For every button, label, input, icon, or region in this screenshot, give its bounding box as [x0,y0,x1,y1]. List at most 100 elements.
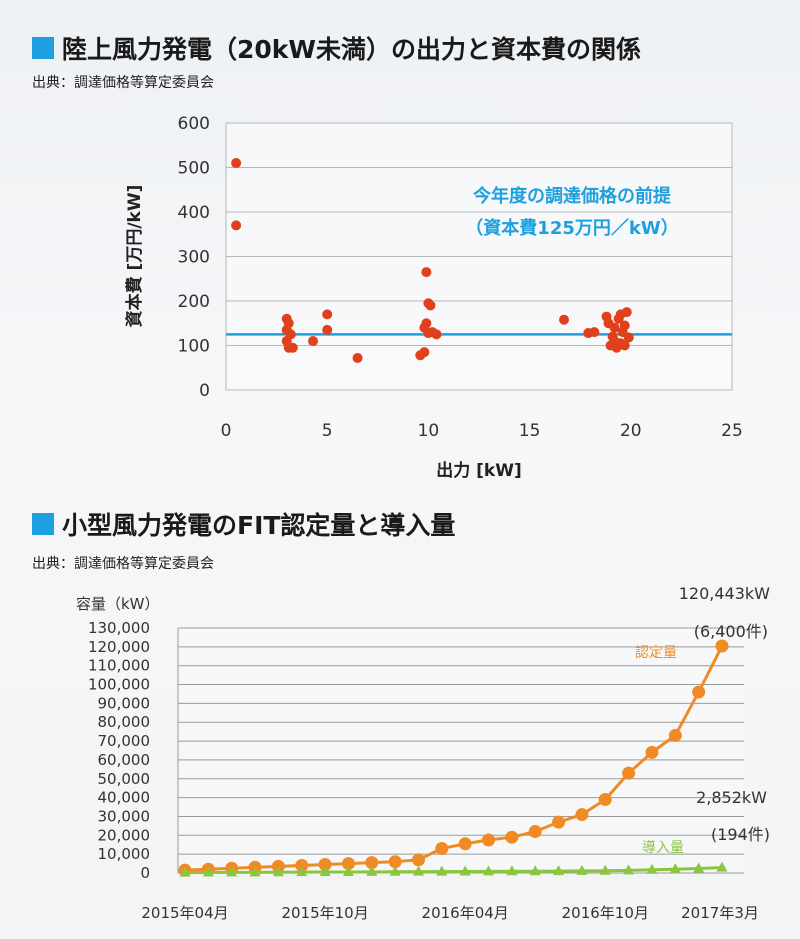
data-point [458,837,472,851]
y-tick-label: 70,000 [98,732,151,750]
x-tick-label: 20 [620,421,642,441]
x-tick-label: 0 [221,421,232,441]
x-tick-label: 25 [721,421,743,441]
data-point [366,865,378,876]
data-point [668,728,682,742]
scatter-point [421,267,432,278]
scatter-point [615,309,626,320]
data-point [389,865,401,876]
scatter-point [559,314,570,325]
scatter-point [419,347,430,358]
chart1-source: 出典：調達価格等算定委員会 [32,75,214,91]
title-square-icon [32,37,54,59]
scatter-point [352,352,363,363]
y-tick-label: 60,000 [98,751,151,769]
scatter-point [623,332,634,343]
y-tick-label: 0 [140,864,150,882]
scatter-point [619,320,630,331]
title-square-icon [32,513,54,535]
data-point [179,866,191,877]
data-point [459,865,471,876]
series2-name-label: 導入量 [642,840,684,856]
data-point [411,853,425,867]
chart2-title: 小型風力発電のFIT認定量と導入量 [32,506,455,542]
data-point [318,858,332,872]
data-point [692,685,706,699]
x-tick-label: 10 [418,421,440,441]
data-point [388,855,402,869]
data-point [599,864,611,875]
chart2-title-text: 小型風力発電のFIT認定量と導入量 [62,511,456,540]
x-tick-label: 2015年04月 [141,904,228,922]
data-point [365,856,379,870]
chart2-source: 出典：調達価格等算定委員会 [32,556,214,572]
chart1-title: 陸上風力発電（20kW未満）の出力と資本費の関係 [32,30,641,66]
data-point [552,815,566,829]
data-point [528,825,542,839]
y-tick-label: 50,000 [98,770,151,788]
y-tick-label: 20,000 [98,826,151,844]
data-point [576,864,588,875]
series1-name-label: 認定量 [635,645,677,661]
y-tick-label: 80,000 [98,713,151,731]
data-point [482,833,496,847]
data-point [669,863,681,874]
x-axis-label: 出力 [kW] [436,460,522,481]
data-point [272,866,284,877]
data-point [506,865,518,876]
data-point [646,863,658,874]
scatter-point [231,158,242,169]
x-tick-label: 2015年10月 [281,904,368,922]
y-tick-label: 130,000 [88,619,150,637]
scatter-point [308,336,319,347]
scatter-point [431,329,442,340]
series1-end-value-label: 120,443kW [679,584,770,603]
data-point [553,865,565,876]
y-tick-label: 40,000 [98,789,151,807]
series2-end-value-label: 2,852kW [696,788,767,807]
data-point [435,842,449,855]
data-point [319,866,331,877]
x-tick-label: 2016年10月 [562,904,649,922]
plot-area [178,628,744,873]
data-point [226,866,238,877]
x-tick-label: 5 [322,421,333,441]
y-tick-label: 100 [178,337,210,357]
data-point [693,862,705,873]
data-point [715,639,729,653]
reference-label: （資本費125万円／kW） [465,217,678,239]
y-tick-label: 30,000 [98,807,151,825]
data-point [623,864,635,875]
data-point [622,766,636,780]
y-tick-label: 90,000 [98,694,151,712]
data-point [249,866,261,877]
data-point [598,793,612,806]
y-tick-label: 400 [178,203,210,223]
scatter-point [609,322,620,333]
y-tick-label: 0 [199,381,210,401]
x-tick-label: 2017年3月 [681,904,759,922]
data-point [341,857,355,871]
data-point [645,745,659,759]
scatter-chart: 0 100 200 300 400 500 600 0 5 10 15 20 25 出力 [kW] 資本費 … [124,114,743,481]
y-tick-label: 120,000 [88,638,150,656]
y-axis-label: 資本費 [万円/kW] [124,185,145,328]
data-point [505,830,519,844]
y-tick-label: 300 [178,248,210,268]
x-tick-label: 2016年04月 [422,904,509,922]
y-tick-label: 110,000 [88,657,150,675]
y-tick-label: 100,000 [88,676,150,694]
y-tick-label: 200 [178,292,210,312]
series2-end-count-label: (194件) [711,825,770,844]
data-point [436,865,448,876]
reference-label: 今年度の調達価格の前提 [473,185,672,207]
data-point [575,808,589,822]
scatter-point [322,324,333,335]
data-point [716,861,728,872]
data-point [412,865,424,876]
scatter-point [231,220,242,231]
data-point [296,866,308,877]
scatter-point [619,340,630,351]
data-point [342,865,354,876]
scatter-point [609,336,620,347]
